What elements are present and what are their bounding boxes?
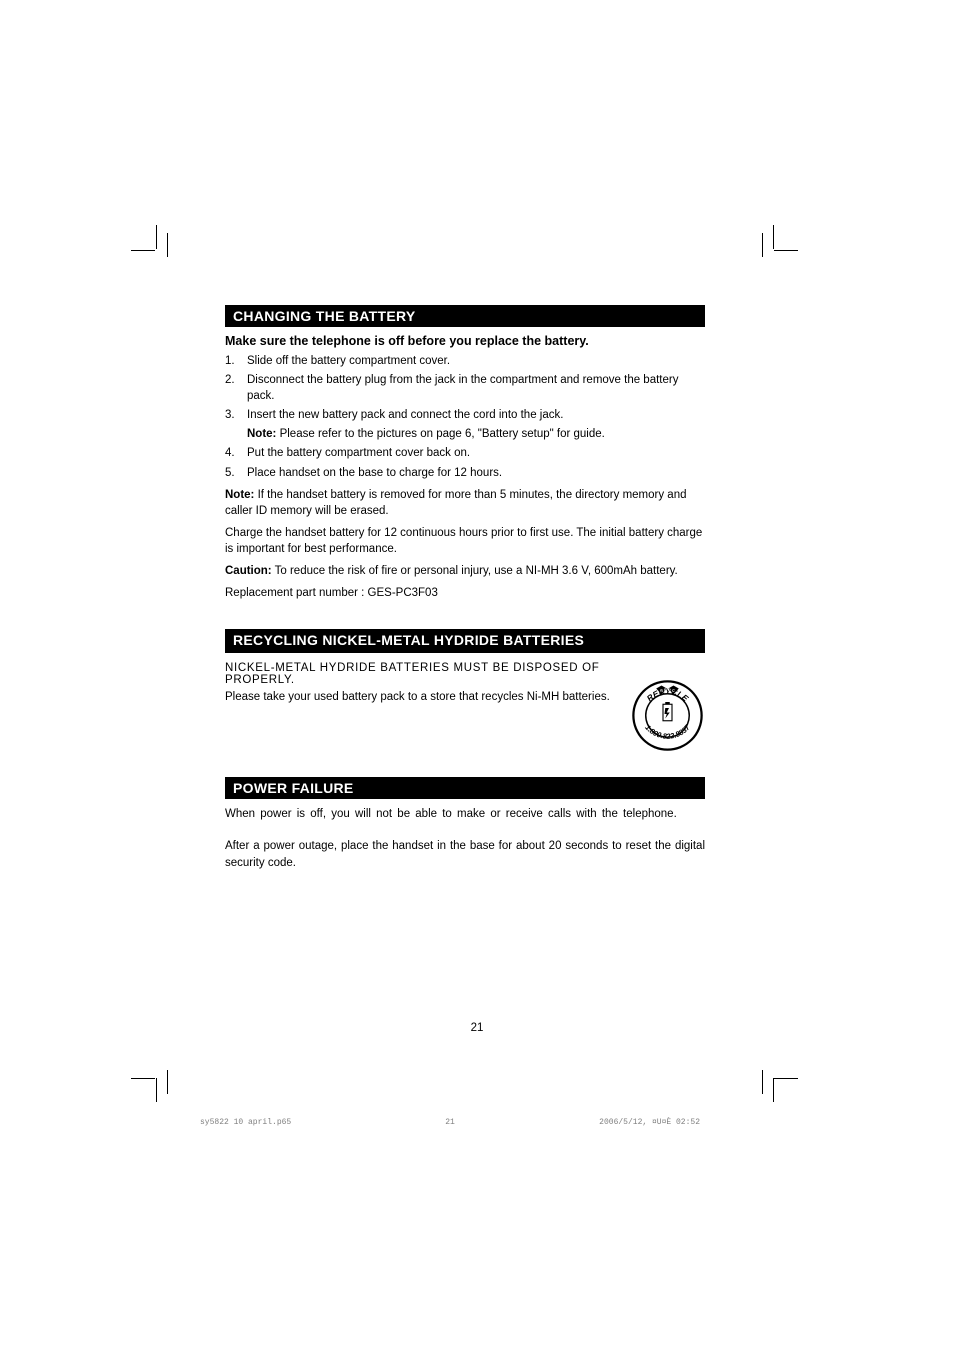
recycle-text-block: NICKEL-METAL HYDRIDE BATTERIES MUST BE D… <box>225 660 615 705</box>
footer-timestamp: 2006/5/12, ¤U¤È 02:52 <box>599 1118 700 1127</box>
section-header-changing-battery: CHANGING THE BATTERY <box>225 305 705 327</box>
crop-mark <box>773 1078 774 1102</box>
list-text: Put the battery compartment cover back o… <box>247 445 705 461</box>
list-number: 5. <box>225 465 247 481</box>
crop-mark <box>156 1078 157 1102</box>
list-number: 1. <box>225 353 247 369</box>
note-text: If the handset battery is removed for mo… <box>225 489 686 517</box>
list-item: 4. Put the battery compartment cover bac… <box>225 445 705 461</box>
crop-mark <box>762 233 763 257</box>
note-label: Note: <box>247 428 276 440</box>
list-number <box>225 426 247 442</box>
please-text: Please take your used battery pack to a … <box>225 689 615 705</box>
page-content: CHANGING THE BATTERY Make sure the telep… <box>225 305 705 873</box>
recycle-content: NICKEL-METAL HYDRIDE BATTERIES MUST BE D… <box>225 660 705 753</box>
caution-label: Caution: <box>225 565 272 577</box>
list-text: Insert the new battery pack and connect … <box>247 407 705 423</box>
crop-mark <box>762 1070 763 1094</box>
note-paragraph: Note: If the handset battery is removed … <box>225 487 705 519</box>
list-item: 2. Disconnect the battery plug from the … <box>225 372 705 404</box>
list-item: 1. Slide off the battery compartment cov… <box>225 353 705 369</box>
list-item-note: Note: Please refer to the pictures on pa… <box>225 426 705 442</box>
caution-paragraph: Caution: To reduce the risk of fire or p… <box>225 563 705 579</box>
charge-paragraph: Charge the handset battery for 12 contin… <box>225 525 705 557</box>
list-number: 4. <box>225 445 247 461</box>
list-number: 2. <box>225 372 247 404</box>
crop-mark <box>773 225 774 249</box>
list-text: Note: Please refer to the pictures on pa… <box>247 426 705 442</box>
crop-mark <box>156 225 157 249</box>
section-header-recycling: RECYCLING NICKEL-METAL HYDRIDE BATTERIES <box>225 629 705 653</box>
crop-mark <box>774 250 798 251</box>
footer-page: 21 <box>445 1118 455 1127</box>
note-text: Please refer to the pictures on page 6, … <box>276 428 604 440</box>
page-number: 21 <box>0 1022 954 1034</box>
crop-mark <box>774 1078 798 1079</box>
recycle-logo-icon: RECYCLE R B R C Ni - MH 1.800.822.8837 <box>630 678 705 753</box>
subheading: Make sure the telephone is off before yo… <box>225 334 705 348</box>
footer: sy5822 10 april.p65 21 2006/5/12, ¤U¤È 0… <box>200 1118 700 1127</box>
crop-mark <box>167 233 168 257</box>
replacement-paragraph: Replacement part number : GES-PC3F03 <box>225 585 705 601</box>
caution-text: To reduce the risk of fire or personal i… <box>272 565 678 577</box>
crop-mark <box>131 1078 155 1079</box>
list-text: Slide off the battery compartment cover. <box>247 353 705 369</box>
list-text: Disconnect the battery plug from the jac… <box>247 372 705 404</box>
footer-filename: sy5822 10 april.p65 <box>200 1118 291 1127</box>
list-number: 3. <box>225 407 247 423</box>
list-item: 3. Insert the new battery pack and conne… <box>225 407 705 423</box>
section-header-power-failure: POWER FAILURE <box>225 777 705 799</box>
disposal-text: NICKEL-METAL HYDRIDE BATTERIES MUST BE D… <box>225 662 615 686</box>
recycle-section: RECYCLING NICKEL-METAL HYDRIDE BATTERIES… <box>225 629 705 753</box>
power-paragraph-2: After a power outage, place the handset … <box>225 838 705 874</box>
crop-mark <box>131 250 155 251</box>
note-label: Note: <box>225 489 254 501</box>
crop-mark <box>167 1070 168 1094</box>
list-text: Place handset on the base to charge for … <box>247 465 705 481</box>
power-failure-section: POWER FAILURE When power is off, you wil… <box>225 777 705 873</box>
list-item: 5. Place handset on the base to charge f… <box>225 465 705 481</box>
power-paragraph-1: When power is off, you will not be able … <box>225 806 705 824</box>
